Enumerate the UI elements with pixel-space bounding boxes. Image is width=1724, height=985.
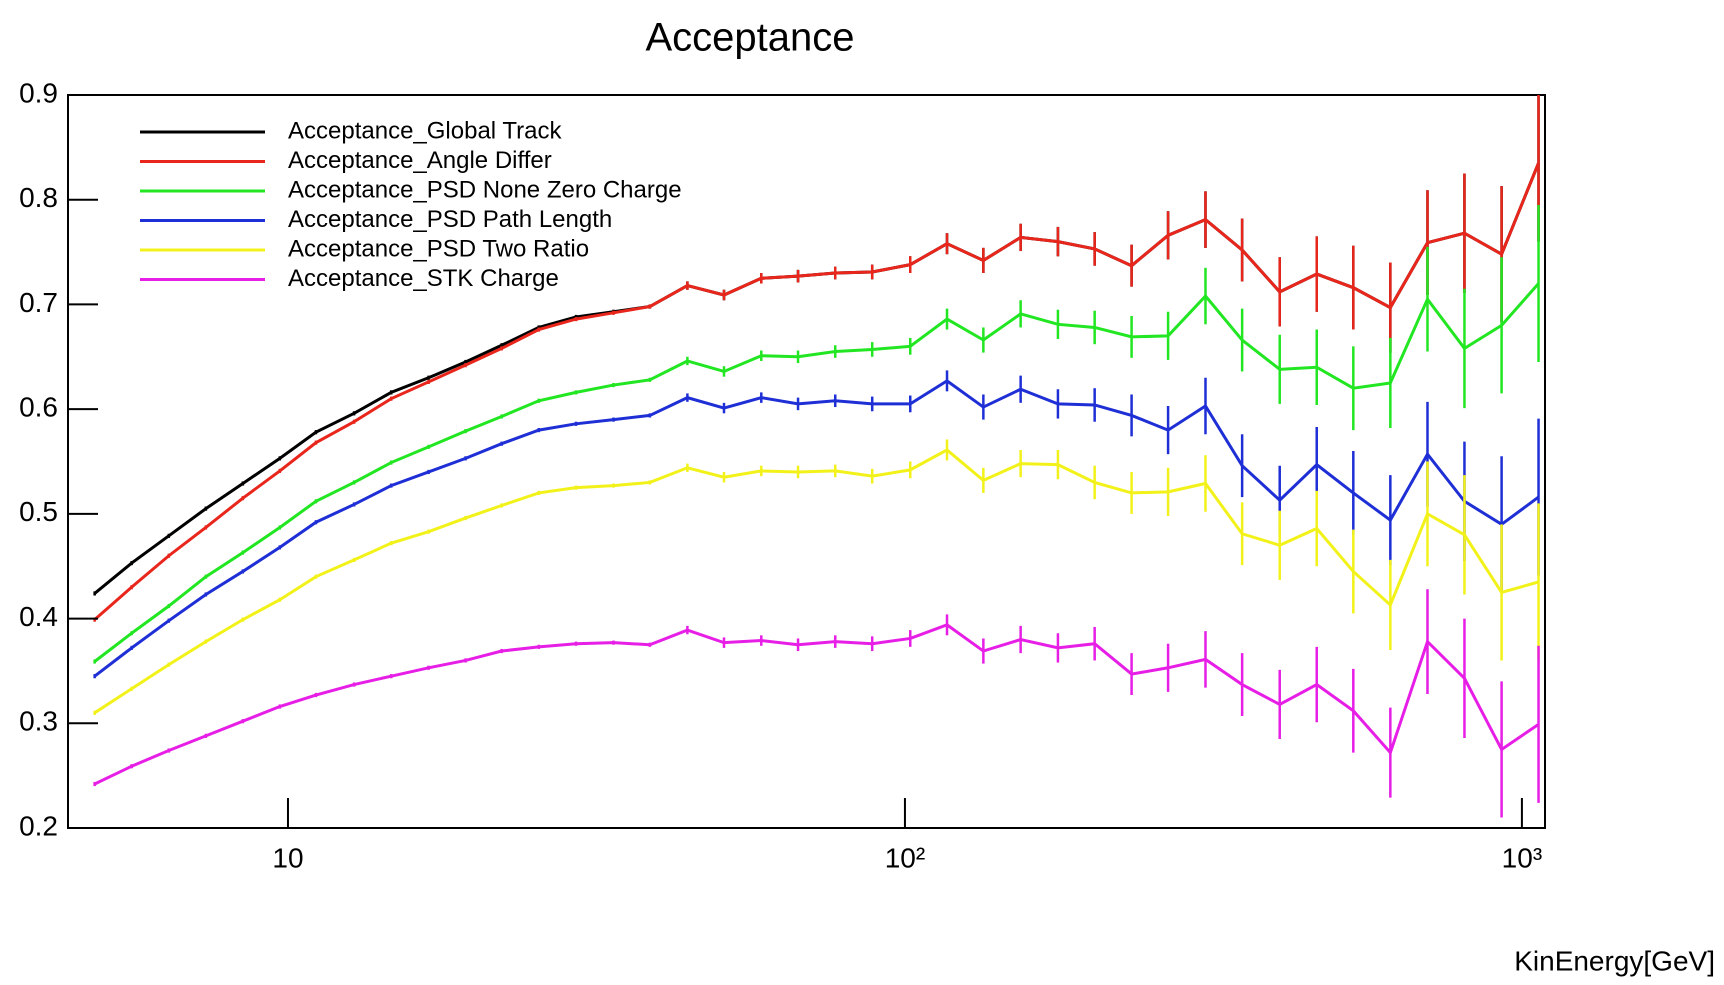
legend-label: Acceptance_PSD None Zero Charge — [288, 176, 682, 203]
y-tick-label: 0.7 — [19, 287, 58, 318]
y-tick-label: 0.5 — [19, 496, 58, 527]
x-axis-label: KinEnergy[GeV] — [1514, 945, 1715, 976]
y-tick-label: 0.2 — [19, 810, 58, 841]
x-tick-label: 10² — [885, 842, 925, 873]
chart-title: Acceptance — [645, 16, 854, 60]
legend-label: Acceptance_Angle Differ — [288, 147, 552, 174]
x-tick-label: 10³ — [1502, 842, 1542, 873]
y-tick-label: 0.4 — [19, 601, 58, 632]
y-tick-label: 0.9 — [19, 77, 58, 108]
x-tick-label: 10 — [272, 842, 303, 873]
legend-label: Acceptance_PSD Path Length — [288, 206, 612, 233]
y-tick-label: 0.8 — [19, 182, 58, 213]
series-line — [93, 282, 1540, 663]
series-line — [93, 623, 1540, 786]
plot-frame — [67, 94, 1546, 829]
series-line — [93, 448, 1539, 715]
legend-label: Acceptance_STK Charge — [288, 265, 559, 292]
series-line — [93, 379, 1540, 678]
legend-label: Acceptance_Global Track — [288, 117, 562, 144]
series-line — [93, 162, 1540, 621]
y-tick-label: 0.3 — [19, 706, 58, 737]
y-tick-label: 0.6 — [19, 392, 58, 423]
legend-label: Acceptance_PSD Two Ratio — [288, 235, 589, 262]
data-layer — [93, 95, 1540, 818]
